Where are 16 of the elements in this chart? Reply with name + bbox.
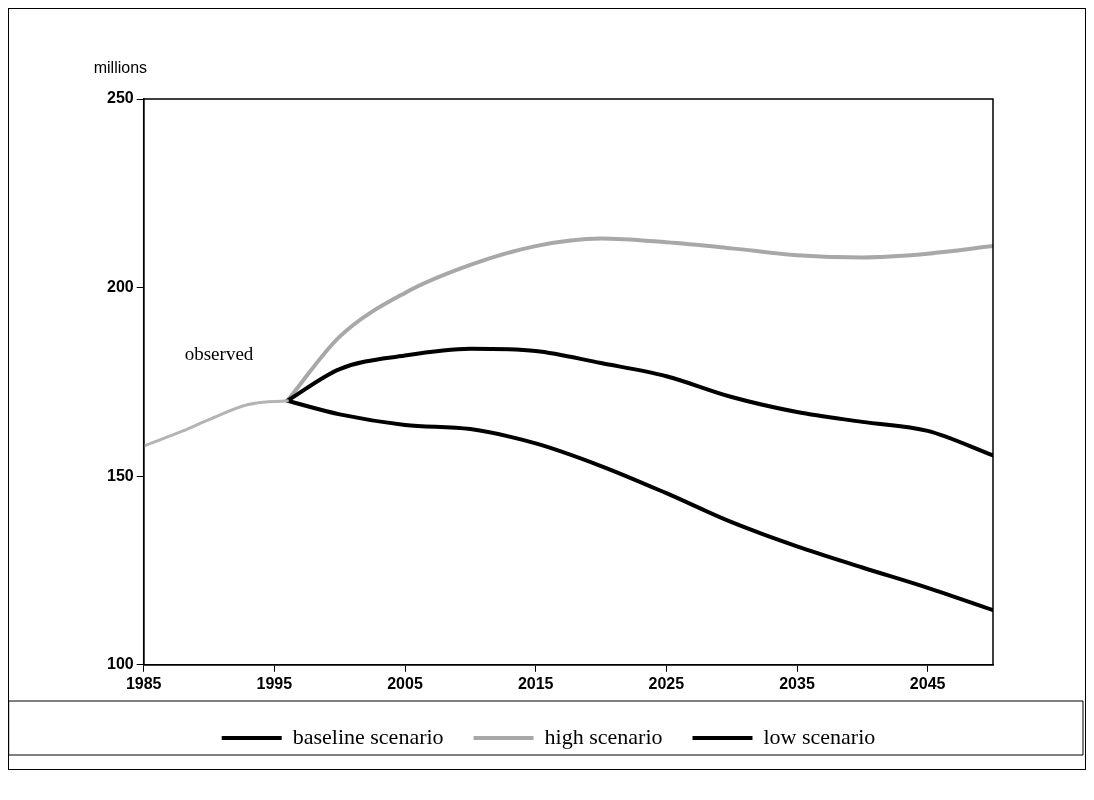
- y-tick-label: 100: [106, 655, 134, 673]
- x-tick-label: 2045: [909, 674, 946, 692]
- x-tick-label: 1985: [125, 674, 162, 692]
- legend-label: high scenario: [544, 723, 663, 749]
- x-tick-label: 1995: [256, 674, 293, 692]
- y-axis-title: millions: [93, 59, 148, 77]
- x-tick-label: 2035: [779, 674, 815, 692]
- legend-label: low scenario: [763, 723, 876, 749]
- y-tick-label: 150: [106, 466, 134, 484]
- x-tick-label: 2005: [387, 674, 423, 692]
- annotation: observed: [184, 342, 254, 364]
- y-tick-label: 250: [106, 89, 134, 107]
- y-tick-label: 200: [106, 278, 134, 296]
- legend-label: baseline scenario: [292, 723, 444, 749]
- x-tick-label: 2015: [517, 674, 554, 692]
- x-tick-label: 2025: [648, 674, 685, 692]
